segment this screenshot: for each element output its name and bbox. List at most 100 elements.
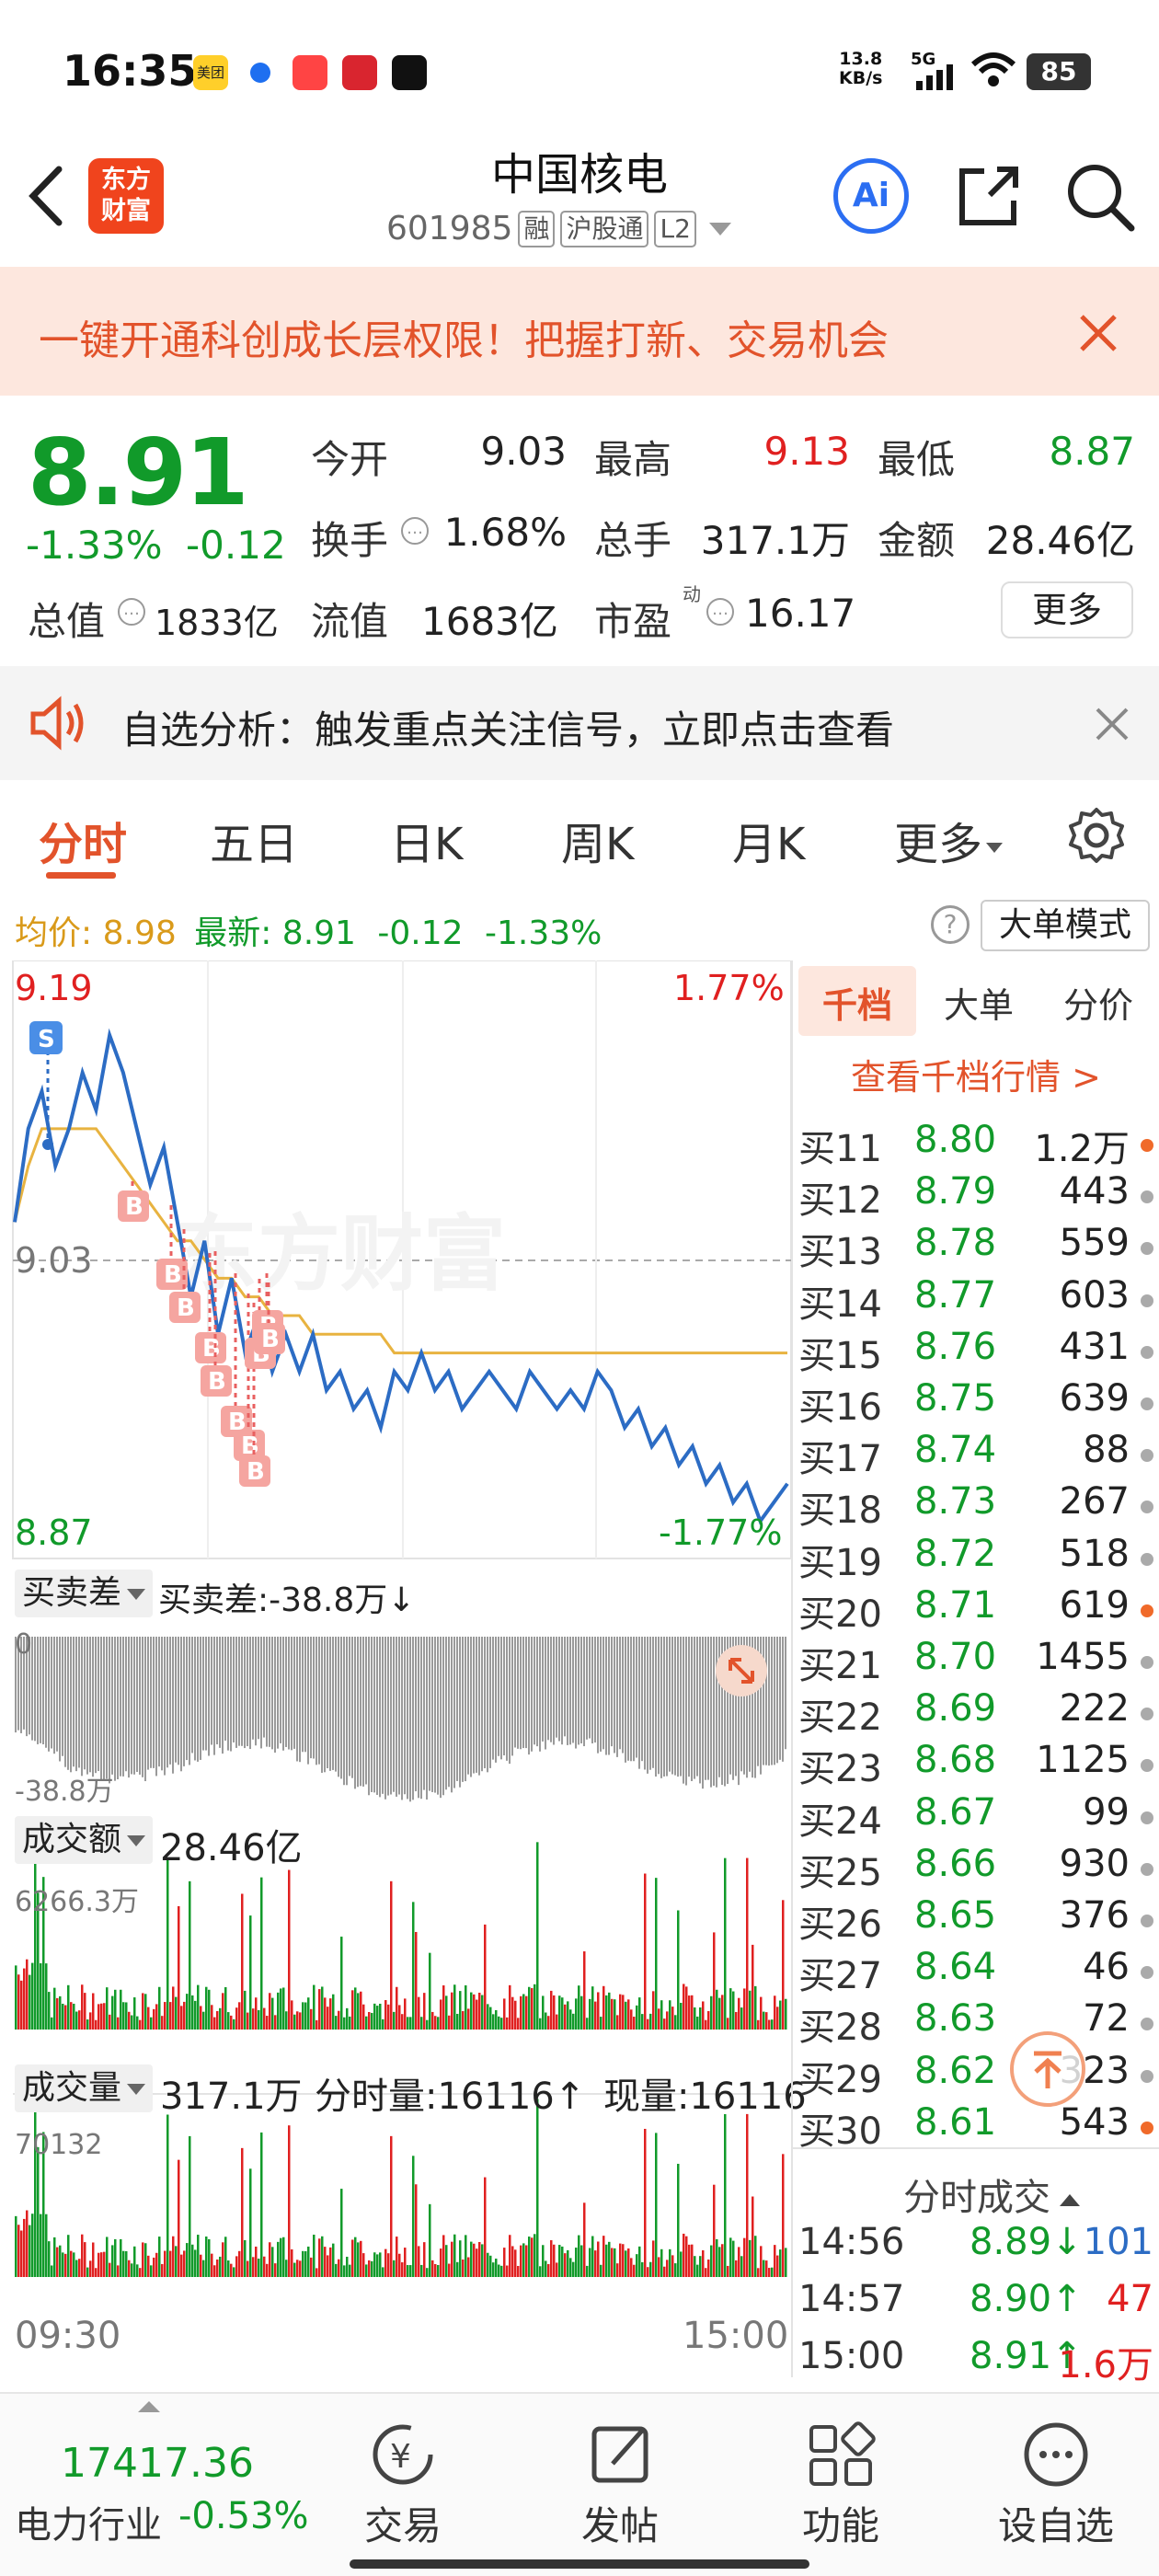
bar — [718, 2247, 721, 2277]
post-button[interactable]: 发帖 — [537, 2495, 703, 2551]
more-button[interactable]: 更多 — [1001, 581, 1133, 638]
industry-index[interactable]: 17417.36 电力行业 -0.53% — [0, 2401, 313, 2558]
trades-title[interactable]: 分时成交 — [903, 2168, 1080, 2221]
stock-code-row[interactable]: 601985 融 沪股通 L2 — [386, 210, 731, 247]
gear-icon[interactable] — [1067, 806, 1126, 868]
bar — [495, 2259, 498, 2277]
bar — [619, 2244, 622, 2277]
close-icon[interactable] — [1078, 313, 1119, 357]
order-row[interactable]: 买16 8.75 639 — [798, 1377, 1159, 1429]
add-watchlist-icon[interactable] — [973, 2418, 1139, 2491]
tab-thousand-levels[interactable]: 千档 — [822, 977, 892, 1028]
back-to-top-button[interactable] — [1010, 2031, 1085, 2107]
bar — [258, 1637, 259, 1739]
bar — [40, 1637, 41, 1743]
order-volume: 639 — [1060, 1377, 1130, 1420]
tab-daily-k[interactable]: 日K — [390, 808, 463, 872]
volume-selector[interactable]: 成交量 — [15, 2064, 153, 2112]
order-row[interactable]: 买24 8.67 99 — [798, 1791, 1159, 1843]
share-icon[interactable] — [953, 162, 1023, 236]
order-row[interactable]: 买14 8.77 603 — [798, 1274, 1159, 1326]
order-row[interactable]: 买29 8.62 323 — [798, 2050, 1159, 2101]
tab-big-orders[interactable]: 大单 — [944, 977, 1014, 1028]
bar — [45, 2214, 48, 2277]
order-row[interactable]: 买15 8.76 431 — [798, 1326, 1159, 1377]
bar — [357, 1637, 359, 1787]
bar — [785, 2248, 787, 2277]
bar — [62, 2252, 64, 2277]
help-icon[interactable]: ? — [931, 905, 970, 944]
tab-more[interactable]: 更多 — [894, 808, 1003, 872]
order-row[interactable]: 买25 8.66 930 — [798, 1843, 1159, 1894]
bar — [365, 1637, 367, 1784]
tab-price-dist[interactable]: 分价 — [1063, 977, 1133, 1028]
order-row[interactable]: 买30 8.61 543 — [798, 2101, 1159, 2153]
bar — [216, 1637, 218, 1744]
bar — [382, 2267, 384, 2277]
order-row[interactable]: 买18 8.73 267 — [798, 1480, 1159, 1532]
diff-selector[interactable]: 买卖差 — [15, 1570, 153, 1617]
bar — [591, 2237, 594, 2277]
order-row[interactable]: 买13 8.78 559 — [798, 1222, 1159, 1273]
promo-banner[interactable]: 一键开通科创成长层权限！把握打新、交易机会 — [0, 267, 1159, 396]
info-icon[interactable]: … — [118, 598, 145, 626]
promo-text: 一键开通科创成长层权限！把握打新、交易机会 — [39, 307, 889, 366]
order-row[interactable]: 买12 8.79 443 — [798, 1170, 1159, 1222]
bar — [219, 2008, 222, 2030]
info-icon[interactable]: … — [401, 517, 429, 545]
intraday-chart[interactable]: 东方财富 S BBBBBBBBBBB — [0, 960, 793, 2377]
order-row[interactable]: 买19 8.72 518 — [798, 1533, 1159, 1584]
order-row[interactable]: 买26 8.65 376 — [798, 1894, 1159, 1946]
info-icon[interactable]: … — [706, 598, 734, 626]
bar — [178, 1906, 180, 2030]
order-row[interactable]: 买22 8.69 222 — [798, 1687, 1159, 1739]
search-icon[interactable] — [1063, 160, 1137, 237]
order-row[interactable]: 买17 8.74 88 — [798, 1429, 1159, 1480]
order-row[interactable]: 买11 8.80 1.2万 — [798, 1119, 1159, 1170]
bar — [569, 1637, 571, 1744]
tab-intraday[interactable]: 分时 — [39, 808, 127, 872]
signal-banner[interactable]: 自选分析：触发重点关注信号，立即点击查看 — [0, 666, 1159, 780]
bar — [616, 2263, 619, 2277]
bar — [169, 1637, 171, 1765]
functions-icon[interactable] — [758, 2418, 924, 2491]
tab-five-day[interactable]: 五日 — [210, 808, 298, 872]
expand-icon[interactable] — [716, 1645, 767, 1696]
bar — [514, 2001, 517, 2030]
ai-button[interactable]: Ai — [833, 158, 909, 234]
post-icon[interactable] — [537, 2418, 703, 2491]
order-row[interactable]: 买20 8.71 619 — [798, 1584, 1159, 1636]
bar — [147, 2256, 150, 2277]
bar — [235, 2256, 238, 2277]
close-icon[interactable] — [1095, 707, 1130, 745]
bar — [520, 1637, 522, 1749]
bar — [379, 1637, 381, 1797]
bar — [316, 2020, 318, 2030]
order-row[interactable]: 买27 8.64 46 — [798, 1946, 1159, 1997]
order-dot — [1141, 1190, 1153, 1203]
order-row[interactable]: 买21 8.70 1455 — [798, 1636, 1159, 1687]
order-dot — [1141, 1139, 1153, 1152]
functions-button[interactable]: 功能 — [758, 2495, 924, 2551]
thousand-levels-link[interactable]: 查看千档行情 > — [851, 1049, 1101, 1099]
buy-marker[interactable]: B — [118, 1181, 149, 1222]
order-row[interactable]: 买23 8.68 1125 — [798, 1739, 1159, 1790]
amount-selector[interactable]: 成交额 — [15, 1816, 153, 1864]
tab-monthly-k[interactable]: 月K — [732, 808, 805, 872]
bar — [376, 2254, 379, 2277]
bar — [622, 1637, 624, 1754]
trade-button[interactable]: 交易 — [320, 2495, 486, 2551]
bar — [131, 2263, 133, 2277]
bar — [158, 1987, 161, 2030]
big-order-button[interactable]: 大单模式 — [981, 900, 1150, 951]
margin-tag: 融 — [518, 211, 555, 247]
bar — [329, 2248, 332, 2277]
add-watchlist-button[interactable]: 设自选 — [973, 2495, 1139, 2551]
bar — [75, 1637, 77, 1771]
bar — [255, 2247, 258, 2277]
tab-weekly-k[interactable]: 周K — [561, 808, 634, 872]
order-row[interactable]: 买28 8.63 72 — [798, 1997, 1159, 2049]
trade-icon[interactable]: ¥ — [320, 2418, 486, 2491]
bar — [155, 2253, 158, 2277]
bar — [122, 1637, 124, 1777]
